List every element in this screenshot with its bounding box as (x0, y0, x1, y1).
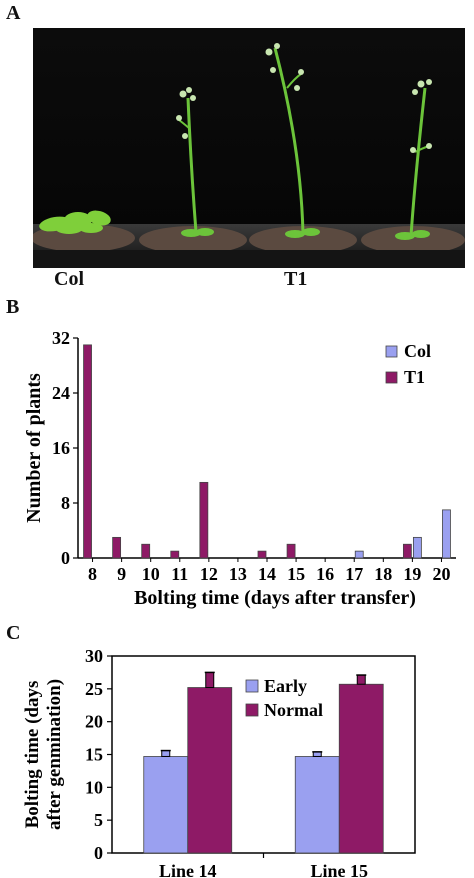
y-tick-label: 24 (52, 383, 70, 403)
t1-plant-3 (395, 79, 432, 240)
x-tick-label: 14 (258, 564, 276, 584)
legend-label-early: Early (264, 676, 307, 696)
x-tick-label: 17 (345, 564, 363, 584)
bar-normal-line-15 (338, 683, 384, 854)
legend-label-t1: T1 (404, 367, 425, 387)
y-axis-title: Number of plants (23, 373, 45, 523)
y-tick-label: 0 (61, 548, 70, 568)
x-tick-label: 15 (287, 564, 305, 584)
bar-t1-15 (286, 543, 296, 559)
plant-photograph (33, 28, 465, 268)
y-axis-title-line-2: after genmination) (44, 679, 65, 830)
x-tick-label: 8 (88, 564, 97, 584)
x-tick-label: 9 (117, 564, 126, 584)
y-tick-label: 20 (85, 712, 103, 732)
bar-early-line-14 (143, 756, 189, 854)
error-bar (205, 671, 215, 689)
x-tick-label: 19 (403, 564, 421, 584)
bar-early-line-15 (294, 756, 340, 854)
error-bar (356, 674, 366, 685)
line-bolting-bar-chart: 0 5 10 15 20 25 30 Line 14 Line 15 Bolting time (… (22, 646, 416, 878)
bar-col-20 (442, 509, 451, 559)
legend-swatch-early (245, 679, 259, 693)
y-tick-label: 25 (85, 679, 103, 699)
y-tick-label: 15 (85, 745, 103, 765)
x-tick-label: Line 14 (159, 861, 217, 878)
legend-label-col: Col (404, 341, 431, 361)
y-tick-label: 32 (52, 328, 70, 348)
bar-col-19 (412, 536, 422, 559)
x-tick-label: 13 (229, 564, 247, 584)
col-rosette (39, 210, 111, 234)
y-tick-label: 10 (85, 777, 103, 797)
photo-label-t1: T1 (284, 268, 308, 290)
bar-t1-11 (170, 550, 180, 559)
x-tick-label: 16 (316, 564, 334, 584)
legend-swatch-col (385, 345, 398, 358)
panel-label-b: B (6, 296, 20, 318)
y-axis-title-line-1: Bolting time (days (22, 681, 43, 829)
bar-normal-line-14 (187, 687, 233, 854)
legend-label-normal: Normal (264, 700, 323, 720)
x-tick-label: 12 (200, 564, 218, 584)
y-tick-label: 0 (94, 843, 103, 863)
x-tick-label: Line 15 (310, 861, 368, 878)
panel-label-c: C (6, 622, 21, 644)
y-tick-label: 5 (94, 810, 103, 830)
bar-t1-10 (141, 543, 151, 559)
error-bar (161, 750, 171, 757)
x-tick-label: 11 (171, 564, 188, 584)
y-tick-label: 30 (85, 646, 103, 666)
legend-swatch-normal (245, 703, 259, 717)
bar-t1-19 (402, 543, 412, 559)
bar-t1-12 (199, 481, 209, 559)
photo-label-col: Col (54, 268, 84, 290)
panel-label-a: A (6, 2, 21, 24)
bar-t1-9 (112, 536, 122, 559)
x-axis-title: Bolting time (days after transfer) (134, 587, 416, 609)
bar-col-17 (354, 550, 364, 559)
x-tick-label: 18 (374, 564, 392, 584)
y-tick-label: 8 (61, 493, 70, 513)
t1-plant-1 (176, 87, 214, 237)
x-tick-label: 10 (142, 564, 160, 584)
legend-swatch-t1 (385, 371, 398, 384)
bar-t1-8 (83, 344, 92, 559)
x-tick-label: 20 (432, 564, 450, 584)
t1-plant-2 (265, 43, 320, 238)
y-tick-label: 16 (52, 438, 70, 458)
bar-t1-14 (257, 550, 267, 559)
